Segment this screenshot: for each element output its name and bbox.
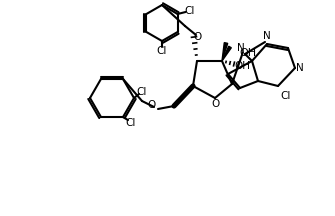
- Text: N: N: [263, 31, 271, 41]
- Text: Cl: Cl: [137, 87, 147, 97]
- Polygon shape: [222, 43, 228, 61]
- Text: O: O: [211, 99, 219, 109]
- Text: N: N: [237, 43, 245, 53]
- Text: O: O: [193, 32, 201, 42]
- Polygon shape: [222, 46, 231, 61]
- Text: Cl: Cl: [126, 118, 136, 128]
- Text: O: O: [148, 100, 156, 110]
- Text: OH: OH: [240, 48, 257, 58]
- Text: Cl: Cl: [281, 91, 291, 101]
- Text: Cl: Cl: [157, 46, 167, 56]
- Text: Cl: Cl: [184, 6, 195, 16]
- Text: N: N: [296, 63, 304, 73]
- Text: OH: OH: [234, 61, 250, 71]
